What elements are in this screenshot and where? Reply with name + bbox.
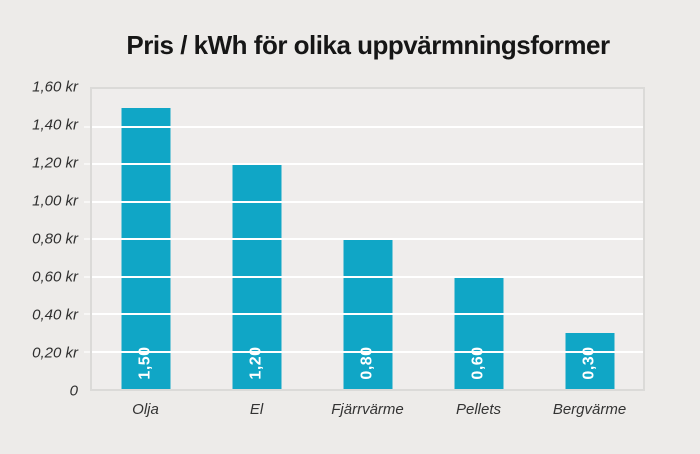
gridline [92,200,643,203]
gridline [92,275,643,278]
y-axis-tick-label: 0,80 kr [32,230,78,248]
y-axis-tick-label: 0,60 kr [32,268,78,286]
y-axis-tick-label: 1,20 kr [32,154,78,172]
bar-pellets: 0,60 [454,277,503,389]
bar-olja: 1,50 [121,108,170,389]
y-tick-mark [84,313,90,315]
plot-area: 1,50 1,20 0,80 0,60 0,30 [84,87,645,391]
gridline [92,350,643,353]
y-tick-mark [84,238,90,240]
y-axis-tick-label: 1,60 kr [32,78,78,96]
gridline [92,313,643,315]
y-axis: 1,60 kr 1,40 kr 1,20 kr 1,00 kr 0,80 kr 0,60 … [0,79,84,400]
y-axis-tick-label: 1,40 kr [32,116,78,134]
x-axis-category-label: El [249,401,264,418]
x-axis-category-label: Olja [132,401,159,418]
y-tick-mark [84,275,90,278]
gridline [92,125,643,128]
chart-title: Pris / kWh för olika uppvärmningsformer [126,30,610,60]
gridline [92,163,643,165]
y-axis-tick-label: 1,00 kr [32,192,78,210]
x-axis-category-label: Fjärrvärme [331,401,404,418]
bar-slot: 0,60 [423,89,534,389]
y-axis-tick-label: 0,20 kr [32,344,78,362]
gridline [92,238,643,240]
y-tick-mark [84,125,90,128]
bar-slot: 1,50 [90,89,201,389]
y-tick-mark [84,200,90,203]
x-axis: Olja El Fjärrvärme Pellets Bergvärme [90,399,645,425]
x-axis-category-label: Pellets [455,401,502,418]
y-axis-tick-label: 0 [69,382,78,400]
x-axis-category-label: Bergvärme [552,401,627,418]
y-tick-mark [84,350,90,353]
bar-bergvärme: 0,30 [565,333,614,389]
y-axis-tick-label: 0,40 kr [32,306,78,324]
y-tick-mark [84,163,90,165]
bar-slot: 0,30 [534,89,645,389]
